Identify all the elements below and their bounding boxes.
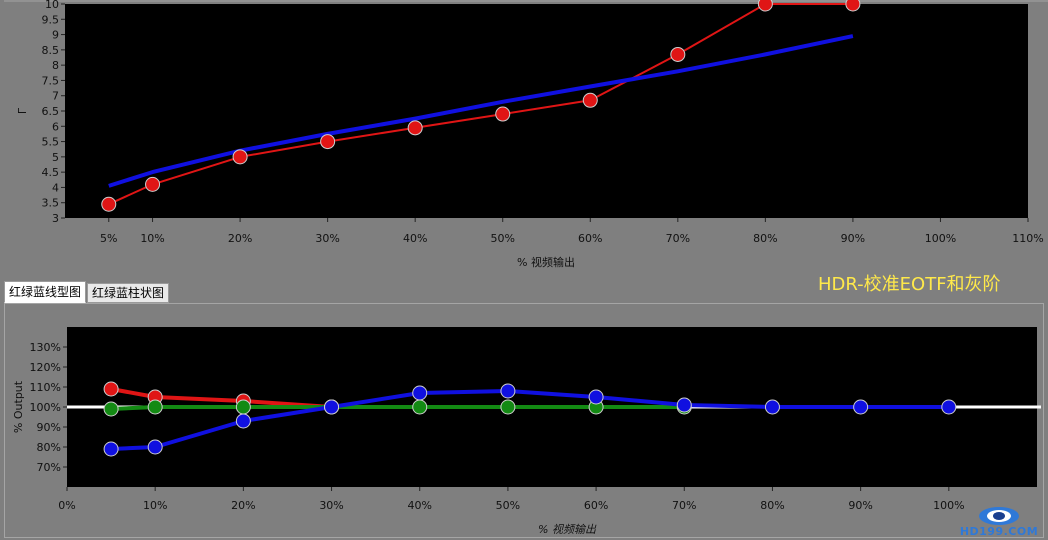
- x-tick-label: 20%: [231, 499, 255, 512]
- x-tick-label: 0%: [58, 499, 75, 512]
- overlay-title: HDR-校准EOTF和灰阶: [818, 274, 1001, 295]
- series-point: [407, 120, 423, 136]
- gamma-x-ticks: 5% 10% 20% 30% 40% 50% 60% 70% 80% 90% 100% 110%: [100, 218, 1044, 245]
- y-tick-label: 70%: [37, 461, 61, 474]
- x-tick-label: 100%: [925, 232, 956, 245]
- y-tick-label: 3: [52, 212, 59, 225]
- series-line: [108, 3, 853, 206]
- x-tick-label: 50%: [491, 232, 515, 245]
- x-tick-label: 5%: [100, 232, 117, 245]
- x-tick-label: 110%: [1012, 232, 1043, 245]
- watermark-logo-icon: [979, 507, 1019, 525]
- y-tick-label: 3.5: [42, 197, 60, 210]
- series-point: [103, 441, 119, 457]
- x-tick-label: 60%: [584, 499, 608, 512]
- x-tick-label: 90%: [848, 499, 872, 512]
- series-line: [108, 34, 854, 188]
- y-tick-label: 5: [52, 151, 59, 164]
- gamma-y-axis-title: Γ: [16, 107, 29, 114]
- series-line: [110, 387, 332, 409]
- y-tick-label: 8.5: [42, 44, 60, 57]
- rgb-x-ticks: 0% 10% 20% 30% 40% 50% 60% 70% 80% 90% 100%: [58, 487, 965, 512]
- series-point: [101, 196, 117, 212]
- x-tick-label: 80%: [760, 499, 784, 512]
- x-tick-label: 60%: [578, 232, 602, 245]
- y-tick-label: 6: [52, 120, 59, 133]
- y-tick-label: 10: [45, 0, 59, 11]
- y-tick-label: 100%: [30, 401, 61, 414]
- series-point: [676, 397, 692, 413]
- x-tick-label: 10%: [143, 499, 167, 512]
- series-point: [670, 46, 686, 62]
- series-point: [103, 401, 119, 417]
- y-tick-label: 130%: [30, 341, 61, 354]
- series-point: [235, 413, 251, 429]
- tab-rgb-line-chart[interactable]: 红绿蓝线型图: [4, 281, 87, 303]
- watermark-text: HD199.COM: [959, 525, 1039, 538]
- series-point: [324, 399, 340, 415]
- x-tick-label: 30%: [319, 499, 343, 512]
- watermark: HD199.COM: [954, 505, 1044, 539]
- series-point: [147, 439, 163, 455]
- x-tick-label: 20%: [228, 232, 252, 245]
- y-tick-label: 9.5: [42, 13, 60, 26]
- gamma-plot-area: [65, 4, 1028, 218]
- y-tick-label: 90%: [37, 421, 61, 434]
- series-point: [845, 0, 861, 12]
- y-tick-label: 4: [52, 181, 59, 194]
- x-tick-label: 10%: [140, 232, 164, 245]
- series-point: [147, 399, 163, 415]
- y-tick-label: 9: [52, 29, 59, 42]
- x-tick-label: 70%: [672, 499, 696, 512]
- rgb-y-axis-title: % Output: [12, 380, 25, 433]
- y-tick-label: 7: [52, 90, 59, 103]
- bottom-chart-panel: [4, 303, 1044, 538]
- series-point: [495, 106, 511, 122]
- y-tick-label: 110%: [30, 381, 61, 394]
- gamma-y-ticks: 3 3.5 4 4.5 5 5.5 6 6.5 7 7.5 8 8.5 9 9.5 10: [42, 0, 65, 225]
- series-point: [853, 399, 869, 415]
- series-point: [588, 389, 604, 405]
- x-tick-label: 70%: [666, 232, 690, 245]
- rgb-y-ticks: 70% 80% 90% 100% 110% 120% 130%: [30, 341, 67, 474]
- series-point: [500, 383, 516, 399]
- x-tick-label: 50%: [496, 499, 520, 512]
- x-tick-label: 40%: [408, 499, 432, 512]
- series-point: [320, 134, 336, 150]
- series-point: [103, 381, 119, 397]
- series-line: [111, 405, 685, 411]
- y-tick-label: 4.5: [42, 166, 60, 179]
- x-tick-label: 30%: [315, 232, 339, 245]
- series-point: [500, 399, 516, 415]
- series-point: [232, 149, 248, 165]
- series-point: [145, 176, 161, 192]
- rgb-series: [103, 381, 957, 457]
- series-point: [412, 385, 428, 401]
- y-tick-label: 7.5: [42, 74, 60, 87]
- y-tick-label: 5.5: [42, 136, 60, 149]
- series-point: [941, 399, 957, 415]
- y-tick-label: 6.5: [42, 105, 60, 118]
- x-tick-label: 100%: [933, 499, 964, 512]
- chart-tabs: 红绿蓝线型图 红绿蓝柱状图: [4, 281, 170, 303]
- x-tick-label: 80%: [753, 232, 777, 245]
- x-tick-label: 90%: [841, 232, 865, 245]
- y-tick-label: 80%: [37, 441, 61, 454]
- series-point: [764, 399, 780, 415]
- series-point: [757, 0, 773, 12]
- y-tick-label: 8: [52, 59, 59, 72]
- x-tick-label: 40%: [403, 232, 427, 245]
- gamma-series: [101, 0, 861, 212]
- tab-rgb-bar-chart[interactable]: 红绿蓝柱状图: [87, 283, 170, 303]
- gamma-x-axis-title: % 视频输出: [517, 255, 575, 269]
- y-tick-label: 120%: [30, 361, 61, 374]
- rgb-x-axis-title: % 视频输出: [538, 523, 597, 536]
- series-point: [582, 92, 598, 108]
